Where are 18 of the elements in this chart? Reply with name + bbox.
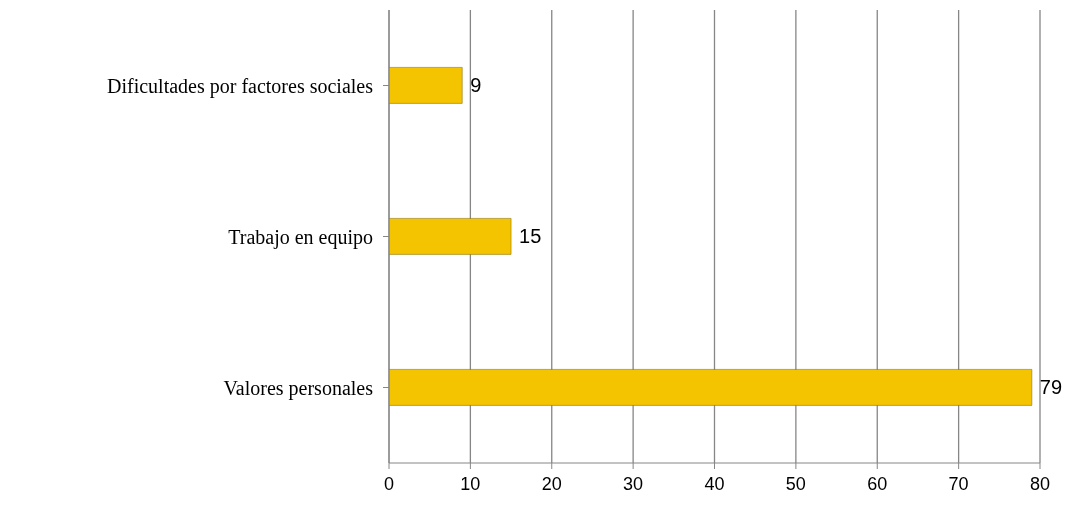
- x-tick-label: 60: [867, 473, 888, 494]
- x-tick-label: 0: [383, 473, 395, 494]
- y-tick-label: Trabajo en equipo: [228, 225, 373, 249]
- data-label: 79: [1039, 376, 1063, 399]
- y-tick-label: Valores personales: [223, 376, 374, 400]
- x-tick-label: 80: [1029, 473, 1051, 494]
- bar: [389, 67, 463, 104]
- data-label: 9: [470, 74, 482, 97]
- data-label: 15: [519, 225, 542, 248]
- x-tick-label: 20: [541, 473, 562, 494]
- x-tick-label: 40: [704, 473, 725, 494]
- bar: [389, 369, 1033, 406]
- x-tick-label: 10: [460, 473, 481, 494]
- y-tick-label: Dificultades por factores sociales: [106, 74, 374, 98]
- bar: [389, 218, 512, 255]
- x-tick-label: 30: [623, 473, 644, 494]
- x-tick-label: 50: [785, 473, 806, 494]
- x-tick-label: 70: [948, 473, 969, 494]
